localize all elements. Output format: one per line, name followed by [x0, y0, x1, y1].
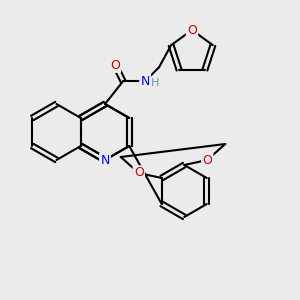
Text: O: O	[110, 59, 120, 72]
Text: O: O	[134, 167, 144, 179]
Text: O: O	[202, 154, 212, 166]
Text: H: H	[151, 78, 159, 88]
Text: N: N	[100, 154, 110, 166]
Text: N: N	[140, 75, 150, 88]
Text: O: O	[187, 23, 197, 37]
